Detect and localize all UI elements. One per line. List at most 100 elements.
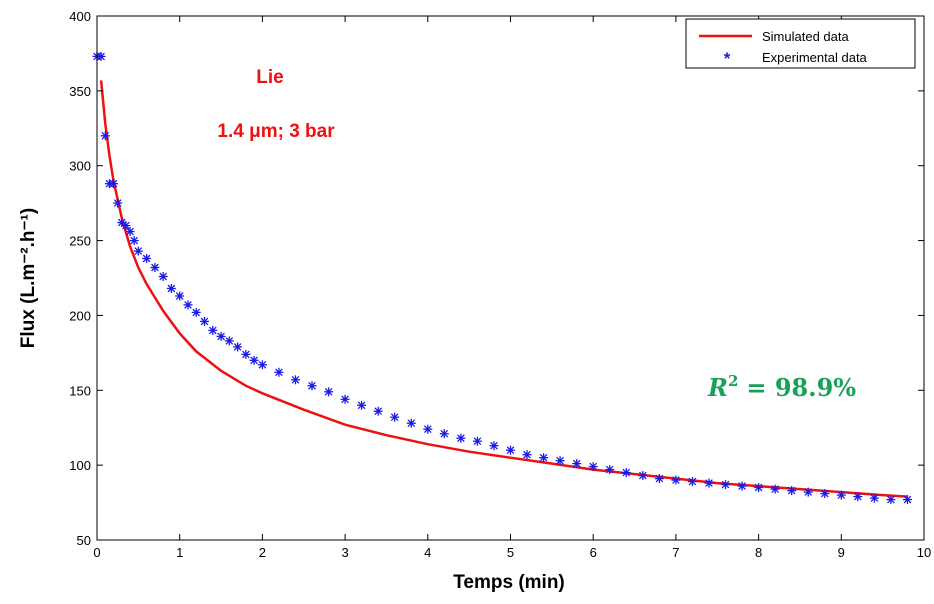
legend-label-simulated: Simulated data [762, 29, 849, 44]
experimental-data-point [886, 495, 896, 505]
experimental-data-point [249, 355, 259, 365]
x-tick-label: 4 [424, 545, 431, 560]
x-axis-title: Temps (min) [453, 572, 565, 593]
experimental-data-point [117, 218, 127, 228]
experimental-data-point [820, 489, 830, 499]
experimental-data-point [704, 478, 714, 488]
experimental-data-point [191, 307, 201, 317]
r-squared-value: = 98.9% [746, 373, 856, 402]
experimental-data-point [406, 418, 416, 428]
experimental-data-point [390, 412, 400, 422]
legend: * Simulated data Experimental data [685, 18, 916, 69]
experimental-data-point [903, 495, 912, 505]
x-tick-label: 5 [507, 545, 514, 560]
y-tick-label: 300 [69, 159, 91, 174]
x-tick-label: 8 [755, 545, 762, 560]
legend-marker-swatch: * [724, 49, 731, 68]
y-tick-label: 50 [77, 533, 91, 548]
experimental-data-point [588, 462, 598, 472]
r-squared-annotation: R2 = 98.9% [707, 372, 856, 402]
plot-layer [92, 51, 912, 505]
experimental-data-point [150, 263, 160, 272]
experimental-data-point [754, 483, 764, 493]
experimental-data-point [291, 375, 300, 385]
axes-layer: 0 1 2 3 4 5 6 7 8 9 10 50 100 150 200 250 300 350 400 [69, 9, 931, 560]
experimental-data-point [175, 291, 185, 301]
experimental-data-point [129, 236, 139, 246]
experimental-data-point [605, 465, 615, 475]
experimental-data-point [233, 342, 243, 352]
experimental-data-point [803, 487, 813, 497]
experimental-data-point [324, 387, 334, 397]
experimental-data-point [555, 456, 565, 466]
x-tick-label: 6 [590, 545, 597, 560]
experimental-data-point [158, 272, 168, 281]
experimental-data-point [183, 300, 193, 310]
x-tick-label: 0 [93, 545, 100, 560]
experimental-data-point [853, 492, 863, 502]
y-tick-label: 150 [69, 383, 91, 398]
simulated-data-line [99, 80, 908, 498]
experimental-data-point [257, 360, 267, 370]
experimental-data-point [121, 221, 131, 231]
legend-box [685, 18, 916, 69]
experimental-data-point [274, 367, 284, 377]
r-squared-symbol: R [707, 373, 728, 402]
experimental-data-point [737, 481, 747, 491]
experimental-data-point [109, 179, 118, 189]
experimental-data-point [787, 486, 797, 496]
experimental-data-point [216, 331, 226, 341]
experimental-data-point [638, 471, 648, 481]
experimental-data-point [687, 477, 697, 487]
sample-annotation: Lie [256, 67, 283, 88]
experimental-data-point [539, 453, 549, 463]
x-tick-label: 9 [838, 545, 845, 560]
experimental-data-point [456, 433, 466, 443]
experimental-data-point [572, 459, 582, 469]
experimental-data-point [836, 490, 846, 500]
experimental-data-point [869, 493, 879, 503]
plot-frame [96, 15, 925, 541]
x-tick-label: 10 [917, 545, 931, 560]
experimental-data-point [208, 325, 218, 335]
experimental-data-point [472, 436, 482, 446]
experimental-data-point [133, 246, 143, 256]
experimental-data-point [113, 198, 123, 208]
experimental-data-point [125, 227, 135, 237]
x-tick-label: 1 [176, 545, 183, 560]
experimental-data-point [373, 406, 383, 416]
experimental-data-point [100, 131, 110, 141]
y-tick-label: 100 [69, 458, 91, 473]
y-axis-title: Flux (L.m⁻².h⁻¹) [18, 208, 39, 348]
legend-label-experimental: Experimental data [762, 50, 868, 65]
experimental-data-point [96, 51, 106, 61]
experimental-data-point [307, 381, 317, 391]
x-tick-label: 7 [672, 545, 679, 560]
experimental-data-point [522, 450, 532, 460]
experimental-data-point [357, 400, 367, 410]
experimental-data-point [721, 480, 730, 490]
x-tick-label: 3 [341, 545, 348, 560]
r-squared-exponent: 2 [728, 372, 738, 390]
experimental-data-point [770, 484, 780, 494]
experimental-data-point [489, 441, 499, 451]
experimental-data-point [241, 349, 251, 359]
experimental-data-point [224, 336, 234, 346]
y-tick-label: 350 [69, 84, 91, 99]
experimental-data-point [654, 474, 664, 484]
experimental-data-point [200, 316, 209, 326]
experimental-data-point [439, 429, 449, 439]
experimental-data-point [142, 254, 152, 263]
y-tick-label: 400 [69, 9, 91, 24]
experimental-data-point [671, 475, 681, 485]
experimental-data-point [506, 445, 515, 455]
experimental-data-point [423, 424, 433, 434]
experimental-data-point [340, 394, 350, 404]
x-tick-label: 2 [259, 545, 266, 560]
experimental-data-point [621, 468, 631, 478]
y-tick-label: 200 [69, 308, 91, 323]
y-tick-label: 250 [69, 234, 91, 249]
experimental-data-point [166, 284, 176, 293]
conditions-annotation: 1.4 μm; 3 bar [217, 121, 335, 142]
